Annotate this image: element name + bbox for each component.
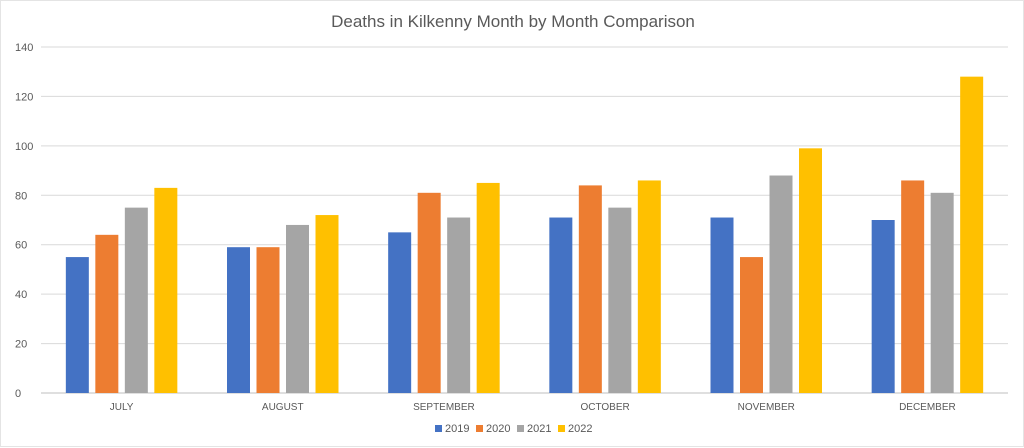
gridlines	[41, 46, 1008, 394]
bar-october-2020	[578, 185, 602, 393]
y-tick-label: 20	[15, 339, 27, 351]
legend-label-2020: 2020	[486, 423, 510, 435]
x-category-label: NOVEMBER	[738, 402, 795, 413]
bar-october-2021	[608, 207, 632, 393]
bar-november-2022	[799, 148, 822, 393]
bar-november-2021	[769, 175, 793, 393]
bar-july-2019	[65, 257, 89, 393]
legend-label-2019: 2019	[445, 423, 469, 435]
y-tick-label: 60	[15, 240, 27, 252]
y-tick-label: 140	[15, 42, 33, 54]
legend-swatch-2022	[558, 425, 565, 432]
bar-september-2019	[388, 232, 412, 393]
x-category-label: JULY	[110, 402, 134, 413]
legend-swatch-2021	[517, 425, 524, 432]
bar-november-2020	[740, 257, 763, 393]
x-category-label: OCTOBER	[580, 402, 629, 413]
bar-december-2020	[901, 180, 925, 393]
bar-september-2020	[417, 192, 441, 393]
y-tick-label: 120	[15, 91, 33, 103]
x-category-label: DECEMBER	[899, 402, 956, 413]
bar-november-2019	[710, 217, 734, 393]
bar-december-2021	[930, 192, 954, 393]
bar-august-2019	[227, 247, 250, 393]
y-tick-label: 40	[15, 289, 27, 301]
bar-october-2019	[549, 217, 573, 393]
bar-july-2021	[124, 207, 148, 393]
legend-swatch-2020	[476, 425, 483, 432]
legend-swatch-2019	[435, 425, 442, 432]
x-category-label: AUGUST	[262, 402, 304, 413]
bar-december-2019	[871, 220, 895, 393]
bar-august-2021	[286, 224, 309, 393]
y-axis-ticks: 0 20 40 60 80 100 120 140	[15, 42, 33, 400]
bar-september-2021	[447, 217, 471, 393]
legend-label-2021: 2021	[527, 423, 551, 435]
y-tick-label: 100	[15, 141, 33, 153]
legend-label-2022: 2022	[568, 423, 592, 435]
chart-title: Deaths in Kilkenny Month by Month Compar…	[331, 12, 695, 31]
bar-august-2022	[315, 215, 339, 393]
bar-august-2020	[256, 247, 280, 393]
legend: 2019 2020 2021 2022	[435, 423, 592, 435]
x-axis-categories: JULY AUGUST SEPTEMBER OCTOBER NOVEMBER DECEMB…	[110, 402, 956, 413]
bar-september-2022	[476, 182, 500, 393]
bar-july-2022	[154, 187, 178, 393]
y-tick-label: 80	[15, 190, 27, 202]
bar-october-2022	[637, 180, 661, 393]
bars	[65, 76, 984, 394]
bar-december-2022	[960, 76, 984, 394]
x-category-label: SEPTEMBER	[413, 402, 475, 413]
bar-july-2020	[95, 234, 119, 393]
y-tick-label: 0	[15, 388, 21, 400]
